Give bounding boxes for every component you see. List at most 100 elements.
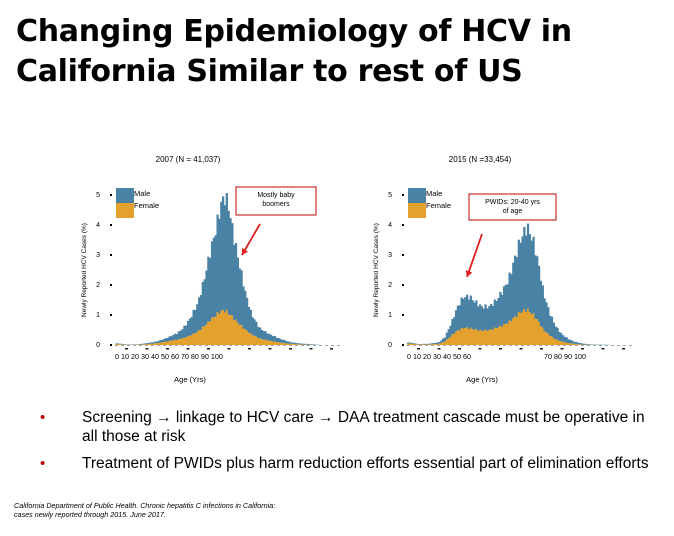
female-bar (292, 343, 295, 345)
female-bar (569, 343, 572, 345)
female-bar (412, 343, 415, 345)
male-bar (306, 343, 310, 345)
male-bar (549, 315, 552, 337)
male-bar (220, 201, 223, 311)
female-bar (510, 321, 513, 345)
x-tick-mark (560, 348, 564, 350)
male-bar (491, 305, 495, 330)
male-bar (225, 193, 228, 310)
male-bar (153, 341, 156, 344)
male-bar (295, 343, 299, 345)
female-bar (501, 326, 504, 345)
female-bar (186, 336, 190, 345)
female-bar (179, 338, 182, 345)
female-bar (227, 314, 230, 345)
male-bar (159, 340, 162, 343)
x-tick-mark (166, 348, 169, 350)
female-bar (453, 333, 456, 345)
female-bar (262, 339, 265, 345)
y-tick-label: 0 (388, 342, 392, 349)
female-bar (223, 312, 227, 345)
male-bar (530, 240, 533, 315)
male-bar (554, 326, 557, 340)
male-bar (512, 262, 515, 319)
male-bar (288, 341, 291, 344)
female-bar (456, 330, 460, 345)
y-tick-label: 3 (96, 252, 100, 259)
legend-label-female: Female (426, 201, 451, 210)
y-tick-mark (110, 194, 112, 196)
female-bar (118, 344, 121, 345)
male-bar (188, 318, 192, 336)
male-bar (502, 286, 506, 325)
male-bar (238, 268, 241, 325)
male-bar (432, 343, 436, 345)
male-bar (537, 265, 541, 322)
male-bar (486, 308, 489, 331)
x-tick-mark (309, 348, 313, 350)
female-bar (115, 344, 118, 345)
citation-line-2: cases newly reported through 2015. June … (14, 510, 166, 519)
female-bar (526, 308, 530, 345)
male-bar (484, 304, 487, 330)
x-tick-mark (601, 348, 605, 350)
female-bar (166, 341, 169, 345)
male-bar (177, 331, 180, 340)
female-bar (514, 316, 517, 345)
y-tick-mark (110, 254, 112, 256)
annotation-box (235, 186, 317, 216)
female-bar (201, 326, 204, 345)
female-bar (146, 344, 149, 345)
male-bar (275, 337, 278, 343)
male-bar (497, 297, 500, 328)
male-bar (442, 338, 445, 343)
male-bar (552, 322, 555, 339)
female-bar (512, 318, 515, 345)
male-bar (172, 335, 175, 341)
male-bar (576, 342, 579, 345)
male-bar (205, 270, 208, 325)
female-bar (297, 344, 300, 345)
male-bar (523, 226, 526, 310)
x-tick-mark (145, 348, 149, 350)
male-bar (584, 343, 587, 345)
female-bar (477, 330, 480, 345)
x-tick-mark (458, 348, 461, 350)
x-tick-mark (289, 348, 292, 350)
male-bar (268, 333, 271, 341)
x-tick-mark (478, 348, 482, 350)
male-bar (480, 306, 484, 331)
x-tick-mark (125, 348, 128, 350)
male-bar (203, 279, 206, 327)
citation: California Department of Public Health. … (14, 501, 344, 519)
male-bar (536, 256, 539, 320)
male-bar (181, 329, 184, 339)
female-bar (467, 329, 471, 345)
male-bar (543, 298, 546, 332)
male-bar (144, 343, 147, 345)
male-bar (534, 255, 537, 319)
female-bar (240, 324, 243, 345)
male-bar (310, 344, 313, 345)
female-bar (233, 320, 236, 345)
male-bar (425, 343, 428, 345)
male-bar (286, 341, 289, 344)
female-bar (560, 341, 563, 345)
female-bar (245, 330, 249, 345)
chart-title: 2007 (N = 41,037) (156, 155, 221, 164)
male-bar (234, 243, 238, 320)
male-bar (574, 341, 578, 344)
female-bar (244, 329, 247, 345)
female-bar (563, 342, 567, 345)
male-bar (179, 330, 182, 339)
y-tick-label: 4 (96, 222, 100, 229)
male-bar (186, 320, 190, 337)
male-bar (284, 340, 287, 344)
legend-label-female: Female (134, 201, 159, 210)
male-bar (434, 342, 437, 345)
male-bar (166, 337, 169, 342)
female-bar (238, 324, 241, 345)
bars-group (115, 193, 321, 345)
female-bar (430, 344, 434, 345)
male-bar (175, 334, 179, 341)
